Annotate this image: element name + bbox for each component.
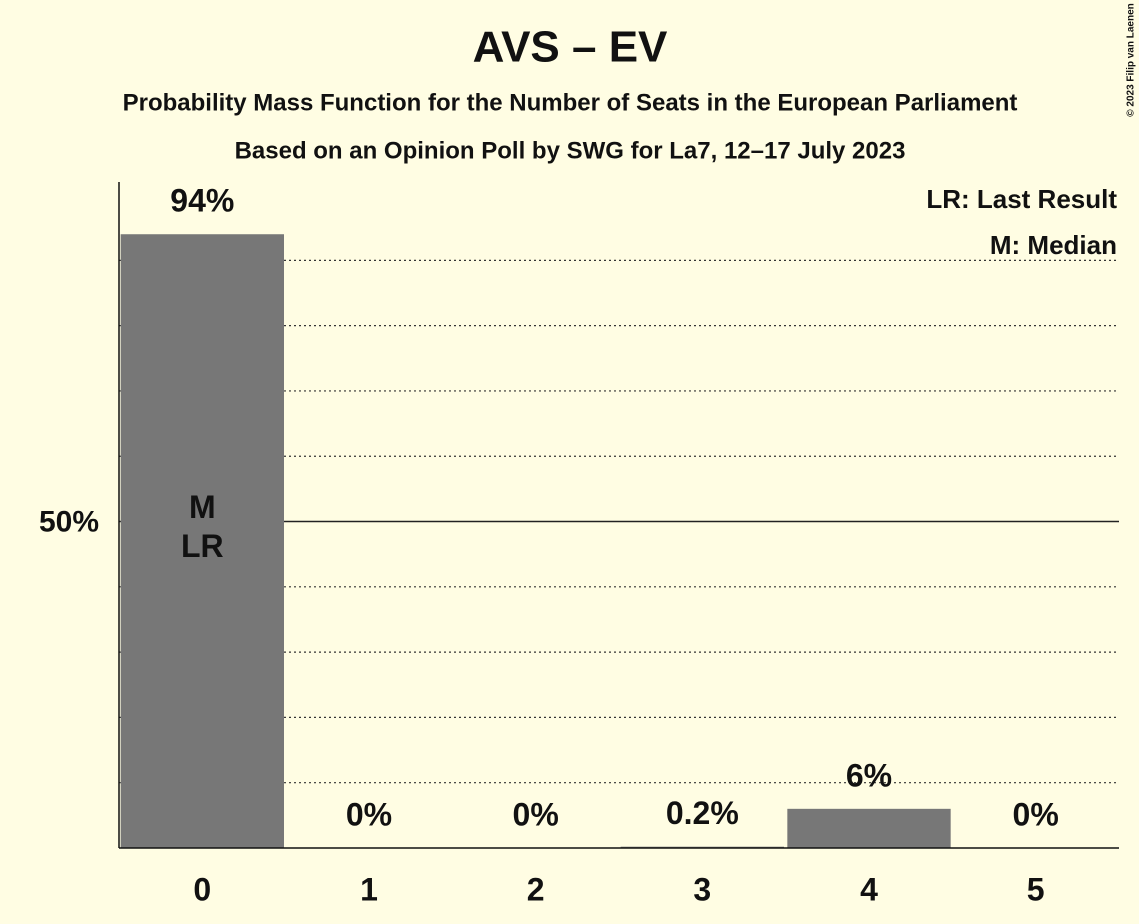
x-tick-label: 2	[527, 871, 545, 907]
legend-entry: LR: Last Result	[926, 184, 1117, 214]
x-tick-label: 3	[693, 871, 711, 907]
value-label: 0.2%	[666, 795, 739, 831]
copyright: © 2023 Filip van Laenen	[1126, 3, 1137, 117]
value-label: 94%	[170, 183, 234, 219]
bar	[120, 234, 285, 848]
chart-title: AVS – EV	[473, 23, 668, 72]
x-tick-label: 0	[193, 871, 211, 907]
legend-entry: M: Median	[990, 230, 1117, 260]
x-tick-label: 1	[360, 871, 378, 907]
chart-subtitle: Probability Mass Function for the Number…	[123, 89, 1018, 116]
value-label: 0%	[346, 796, 392, 832]
chart-subtitle: Based on an Opinion Poll by SWG for La7,…	[235, 137, 906, 164]
value-label: 0%	[1013, 796, 1059, 832]
y-tick-label: 50%	[39, 505, 99, 538]
value-label: 6%	[846, 757, 892, 793]
bar	[787, 808, 951, 848]
median-marker: M	[189, 489, 216, 525]
x-tick-label: 5	[1027, 871, 1045, 907]
last-result-marker: LR	[181, 528, 224, 564]
value-label: 0%	[513, 796, 559, 832]
x-tick-label: 4	[860, 871, 878, 907]
